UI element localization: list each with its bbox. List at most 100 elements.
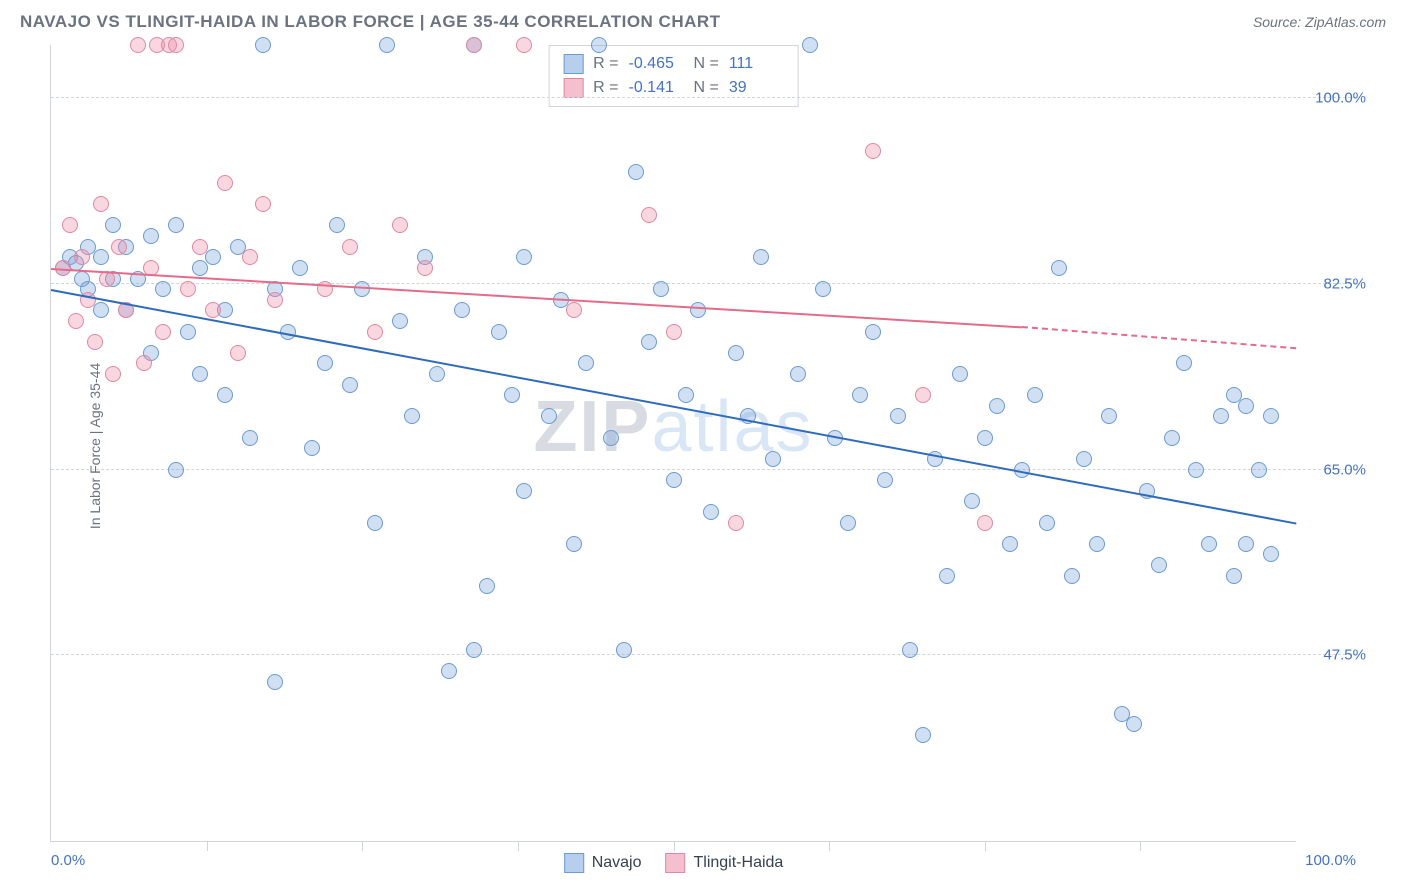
data-point <box>641 334 657 350</box>
data-point <box>865 324 881 340</box>
data-point <box>902 642 918 658</box>
data-point <box>87 334 103 350</box>
data-point <box>977 430 993 446</box>
gridline-horizontal <box>51 654 1356 655</box>
data-point <box>1027 387 1043 403</box>
data-point <box>111 239 127 255</box>
data-point <box>653 281 669 297</box>
legend-swatch-navajo <box>564 853 584 873</box>
data-point <box>242 249 258 265</box>
chart-header: NAVAJO VS TLINGIT-HAIDA IN LABOR FORCE |… <box>0 0 1406 40</box>
data-point <box>915 387 931 403</box>
data-point <box>62 217 78 233</box>
data-point <box>267 292 283 308</box>
data-point <box>192 239 208 255</box>
data-point <box>454 302 470 318</box>
data-point <box>1002 536 1018 552</box>
data-point <box>989 398 1005 414</box>
trend-line <box>51 268 1022 328</box>
legend-item-navajo: Navajo <box>564 853 642 873</box>
data-point <box>367 324 383 340</box>
data-point <box>317 355 333 371</box>
gridline-horizontal <box>51 283 1356 284</box>
data-point <box>1238 536 1254 552</box>
data-point <box>1051 260 1067 276</box>
n-label: N = <box>694 79 719 97</box>
data-point <box>230 345 246 361</box>
data-point <box>292 260 308 276</box>
r-label: R = <box>593 55 618 73</box>
data-point <box>690 302 706 318</box>
data-point <box>105 217 121 233</box>
data-point <box>1263 546 1279 562</box>
legend-item-tlingit: Tlingit-Haida <box>666 853 784 873</box>
data-point <box>1089 536 1105 552</box>
data-point <box>964 493 980 509</box>
data-point <box>516 483 532 499</box>
data-point <box>628 164 644 180</box>
data-point <box>180 324 196 340</box>
n-value-tlingit: 39 <box>729 79 784 97</box>
data-point <box>168 37 184 53</box>
y-tick-label: 82.5% <box>1323 275 1366 292</box>
data-point <box>168 217 184 233</box>
data-point <box>504 387 520 403</box>
data-point <box>429 366 445 382</box>
n-value-navajo: 111 <box>729 55 784 73</box>
data-point <box>466 37 482 53</box>
data-point <box>802 37 818 53</box>
data-point <box>703 504 719 520</box>
data-point <box>93 196 109 212</box>
data-point <box>441 663 457 679</box>
data-point <box>578 355 594 371</box>
data-point <box>192 366 208 382</box>
data-point <box>479 578 495 594</box>
stats-swatch-navajo <box>563 54 583 74</box>
data-point <box>1101 408 1117 424</box>
data-point <box>155 324 171 340</box>
data-point <box>591 37 607 53</box>
data-point <box>666 324 682 340</box>
data-point <box>616 642 632 658</box>
source-attribution: Source: ZipAtlas.com <box>1253 14 1386 30</box>
x-tick-mark <box>674 841 675 851</box>
chart-title: NAVAJO VS TLINGIT-HAIDA IN LABOR FORCE |… <box>20 12 721 32</box>
scatter-chart: ZIPatlas R = -0.465 N = 111 R = -0.141 N… <box>50 45 1296 842</box>
data-point <box>516 249 532 265</box>
data-point <box>678 387 694 403</box>
data-point <box>1039 515 1055 531</box>
data-point <box>666 472 682 488</box>
data-point <box>379 37 395 53</box>
data-point <box>1238 398 1254 414</box>
data-point <box>1076 451 1092 467</box>
data-point <box>342 239 358 255</box>
data-point <box>68 313 84 329</box>
data-point <box>255 37 271 53</box>
data-point <box>840 515 856 531</box>
y-tick-label: 65.0% <box>1323 461 1366 478</box>
data-point <box>1251 462 1267 478</box>
legend-label-navajo: Navajo <box>592 854 642 872</box>
data-point <box>304 440 320 456</box>
data-point <box>852 387 868 403</box>
n-label: N = <box>694 55 719 73</box>
data-point <box>217 387 233 403</box>
data-point <box>404 408 420 424</box>
data-point <box>342 377 358 393</box>
data-point <box>354 281 370 297</box>
data-point <box>155 281 171 297</box>
data-point <box>466 642 482 658</box>
data-point <box>93 302 109 318</box>
data-point <box>516 37 532 53</box>
data-point <box>1176 355 1192 371</box>
data-point <box>1126 716 1142 732</box>
data-point <box>255 196 271 212</box>
data-point <box>242 430 258 446</box>
data-point <box>392 217 408 233</box>
data-point <box>417 260 433 276</box>
data-point <box>1263 408 1279 424</box>
y-tick-label: 47.5% <box>1323 647 1366 664</box>
data-point <box>566 536 582 552</box>
r-value-navajo: -0.465 <box>629 55 684 73</box>
x-tick-mark <box>362 841 363 851</box>
